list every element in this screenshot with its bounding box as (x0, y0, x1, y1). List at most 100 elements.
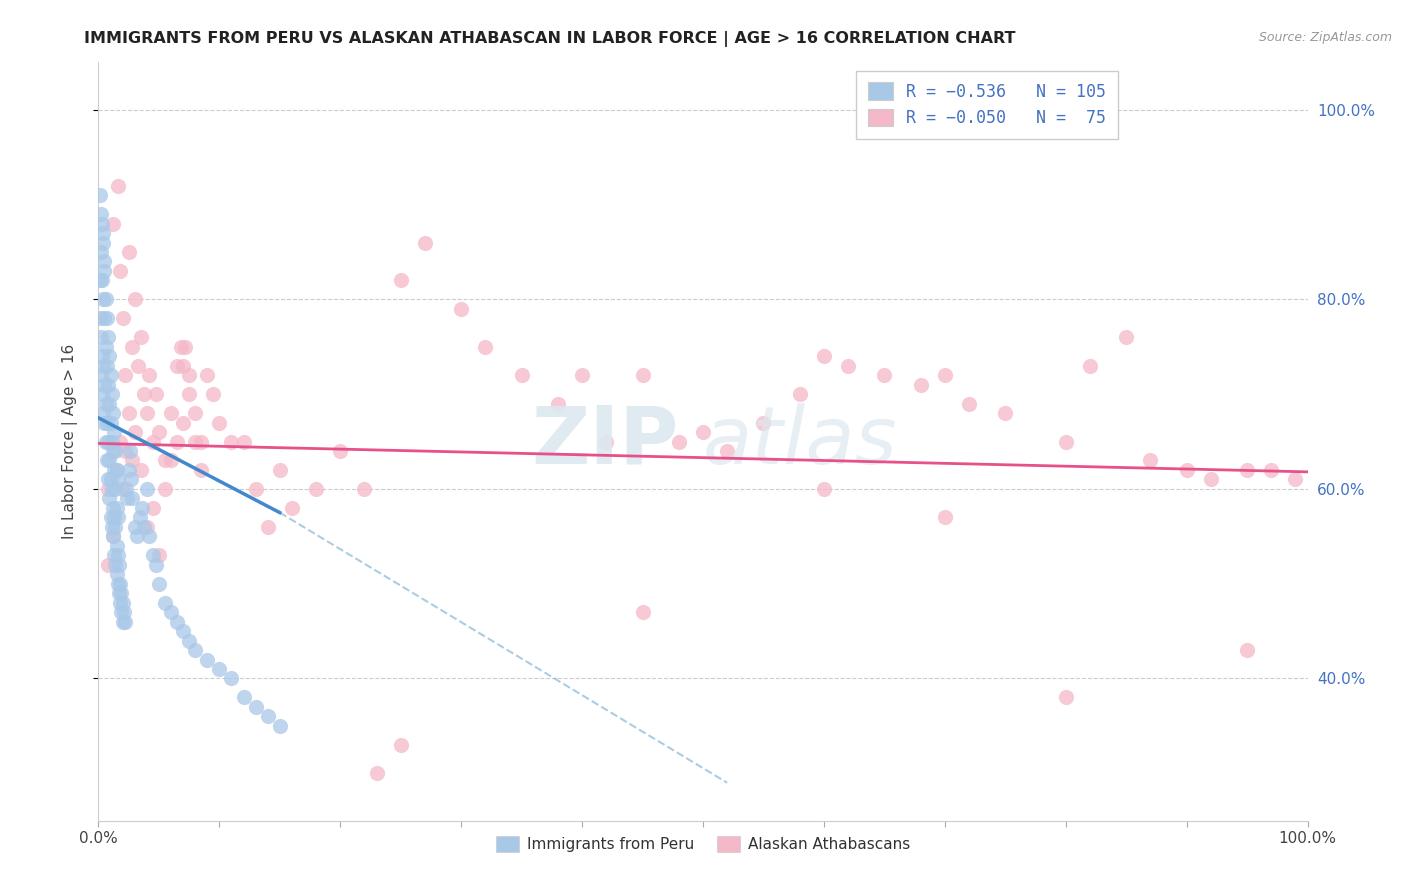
Point (118, 444, 141, 458)
Point (90, 330, 112, 344)
Point (114, 444, 136, 458)
Point (232, 690, 254, 705)
Point (105, 463, 128, 477)
Point (131, 500, 153, 515)
Point (153, 453, 176, 467)
Point (134, 520, 156, 534)
Point (111, 482, 134, 496)
Point (450, 301, 472, 316)
Point (124, 425, 146, 439)
Point (103, 425, 125, 439)
Point (104, 444, 127, 458)
Point (179, 633, 201, 648)
Point (366, 766, 388, 780)
Point (103, 463, 125, 477)
Point (813, 349, 835, 363)
Point (145, 558, 167, 572)
Point (957, 396, 980, 410)
Point (221, 434, 243, 449)
Point (91, 293, 114, 307)
Point (111, 311, 134, 326)
Point (107, 510, 129, 524)
Point (153, 482, 176, 496)
Point (124, 293, 146, 307)
Point (129, 330, 152, 344)
Point (256, 709, 278, 723)
Point (93, 254, 115, 268)
Point (179, 387, 201, 401)
Point (91, 235, 114, 250)
Point (91, 217, 114, 231)
Point (837, 359, 859, 373)
Point (142, 500, 165, 515)
Y-axis label: In Labor Force | Age > 16: In Labor Force | Age > 16 (62, 344, 77, 539)
Point (94, 293, 117, 307)
Point (135, 406, 157, 420)
Point (184, 434, 207, 449)
Point (96, 359, 118, 373)
Point (100, 482, 122, 496)
Point (138, 529, 160, 543)
Point (221, 672, 243, 686)
Point (105, 463, 128, 477)
Point (571, 368, 593, 383)
Text: Source: ZipAtlas.com: Source: ZipAtlas.com (1258, 31, 1392, 45)
Point (389, 273, 412, 287)
Point (96, 453, 118, 467)
Point (104, 558, 127, 572)
Point (1236, 463, 1258, 477)
Point (103, 510, 125, 524)
Point (172, 416, 194, 430)
Point (190, 434, 212, 449)
Point (100, 434, 122, 449)
Point (100, 387, 122, 401)
Point (789, 387, 811, 401)
Point (1054, 434, 1077, 449)
Point (94, 396, 117, 410)
Point (110, 605, 132, 619)
Point (1260, 463, 1282, 477)
Point (110, 586, 132, 600)
Point (172, 359, 194, 373)
Point (91, 273, 114, 287)
Point (91, 226, 114, 240)
Point (281, 500, 304, 515)
Point (108, 558, 131, 572)
Point (934, 510, 956, 524)
Point (96, 416, 118, 430)
Point (108, 264, 131, 278)
Point (389, 738, 412, 752)
Point (269, 719, 291, 733)
Text: atlas: atlas (703, 402, 898, 481)
Point (90, 368, 112, 383)
Point (142, 434, 165, 449)
Point (160, 406, 183, 420)
Point (90, 207, 112, 221)
Point (100, 416, 122, 430)
Point (179, 368, 201, 383)
Point (108, 586, 131, 600)
Point (114, 368, 136, 383)
Point (148, 576, 170, 591)
Point (118, 244, 141, 259)
Point (142, 548, 165, 563)
Point (108, 576, 131, 591)
Point (94, 434, 117, 449)
Point (97, 558, 120, 572)
Point (413, 235, 436, 250)
Point (97, 482, 120, 496)
Point (115, 482, 138, 496)
Point (93, 377, 115, 392)
Point (692, 425, 714, 439)
Point (547, 396, 569, 410)
Point (103, 548, 125, 563)
Point (97, 434, 120, 449)
Point (195, 368, 218, 383)
Point (166, 359, 188, 373)
Point (98, 491, 121, 506)
Point (100, 510, 122, 524)
Point (1175, 463, 1198, 477)
Point (145, 387, 167, 401)
Point (934, 368, 956, 383)
Point (668, 434, 690, 449)
